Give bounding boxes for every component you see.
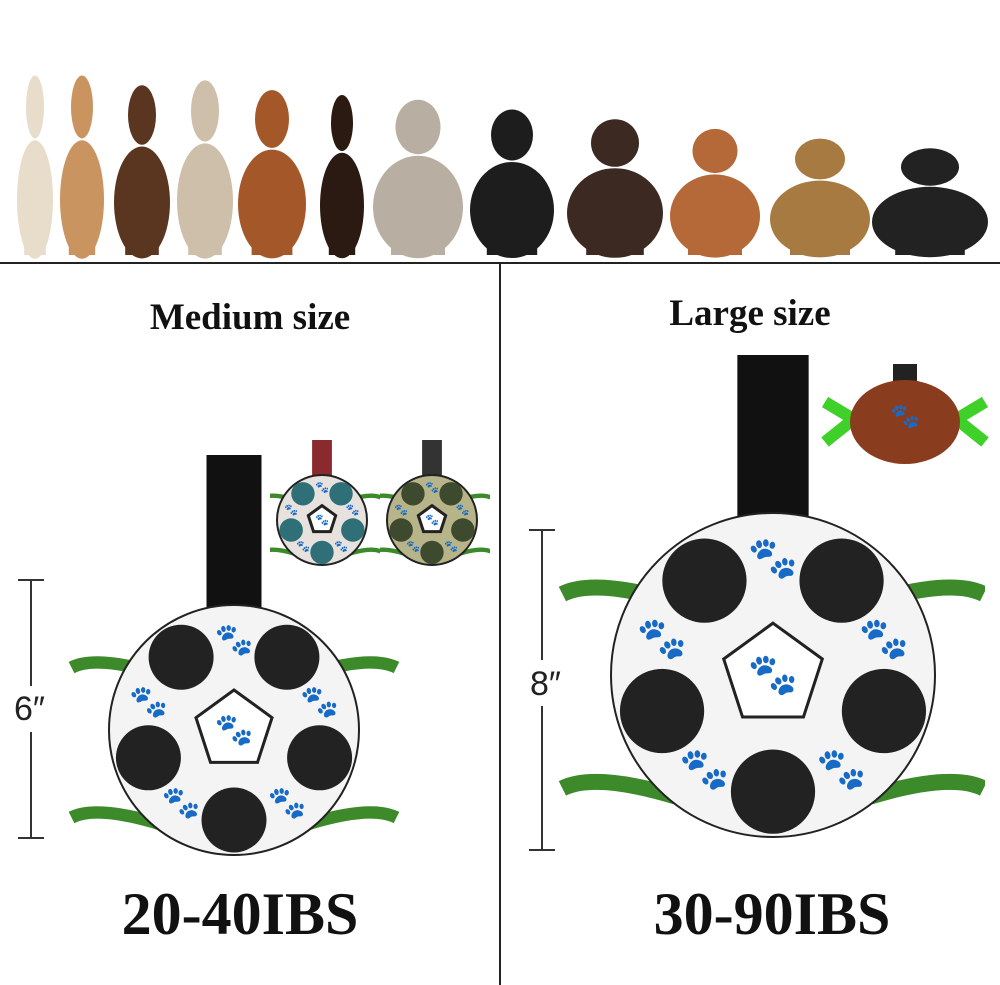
tab <box>867 773 985 805</box>
dog-8 <box>470 109 554 258</box>
dog-12 <box>872 148 988 258</box>
panel <box>451 518 475 542</box>
panel <box>279 518 303 542</box>
dog-5 <box>238 90 306 259</box>
panel <box>310 540 334 565</box>
paw-icon: 🐾 <box>394 504 408 517</box>
panel <box>730 749 816 834</box>
paw-icon: 🐾 <box>346 504 360 517</box>
medium-dimension-label: 6″ <box>14 690 45 728</box>
paw-icon: 🐾 <box>456 504 470 517</box>
large-weight-range: 30-90IBS <box>653 881 891 947</box>
panel <box>341 518 365 542</box>
dog-10 <box>670 128 760 258</box>
paw-icon: 🐾 <box>267 785 306 820</box>
panel <box>439 482 463 506</box>
paw-icon: 🐾 <box>748 535 798 580</box>
panel <box>619 668 705 754</box>
paw-icon: 🐾 <box>406 540 420 553</box>
dog-11 <box>770 138 870 258</box>
paw-icon: 🐾 <box>637 616 687 661</box>
paw-icon: 🐾 <box>315 481 329 494</box>
tab <box>558 773 679 805</box>
panel <box>287 725 353 791</box>
panel <box>662 538 747 623</box>
panel <box>841 668 927 754</box>
panel <box>291 482 315 506</box>
large-dimension-label: 8″ <box>530 665 561 703</box>
large-height-ruler <box>527 529 557 851</box>
panel <box>254 624 320 690</box>
large-soccer-ball-image: 🐾 🐾 🐾 🐾 🐾 🐾 <box>558 355 985 838</box>
panel <box>329 482 353 506</box>
football-toy-image: 🐾 <box>821 364 989 464</box>
paw-icon: 🐾 <box>444 540 458 553</box>
panel <box>389 518 413 542</box>
dog-lineup-image <box>17 75 988 259</box>
medium-soccer-ball-image: 🐾 🐾 🐾 🐾 🐾 🐾 <box>68 455 400 856</box>
dog-9 <box>567 119 663 258</box>
paw-icon: 🐾 <box>679 746 729 791</box>
paw-icon: 🐾 <box>334 540 348 553</box>
panel <box>721 621 825 719</box>
dog-7 <box>373 99 463 259</box>
paw-icon: 🐾 <box>215 622 254 657</box>
dog-1 <box>17 75 53 259</box>
paw-icon: 🐾 <box>129 684 168 719</box>
paw-icon: 🐾 <box>296 540 310 553</box>
panel <box>401 482 425 506</box>
panel <box>115 725 181 791</box>
teal-variant-ball-image: 🐾 🐾 🐾 🐾 🐾 🐾 <box>270 440 380 566</box>
panel <box>194 688 274 764</box>
football <box>850 380 960 464</box>
paw-icon: 🐾 <box>284 504 298 517</box>
large-size-heading: Large size <box>669 293 831 334</box>
paw-icon: 🐾 <box>162 785 201 820</box>
paw-icon: 🐾 <box>748 652 798 697</box>
vertical-divider <box>499 263 501 985</box>
medium-weight-range: 20-40IBS <box>121 881 359 947</box>
panel <box>799 538 884 623</box>
panel <box>416 503 448 534</box>
camo-variant-ball-image: 🐾 🐾 🐾 🐾 🐾 🐾 <box>380 440 490 566</box>
panel <box>148 624 214 690</box>
paw-icon: 🐾 <box>215 712 254 747</box>
dog-2 <box>60 75 104 259</box>
paw-icon: 🐾 <box>425 481 439 494</box>
paw-icon: 🐾 <box>300 684 339 719</box>
medium-size-heading: Medium size <box>149 297 351 338</box>
medium-height-ruler <box>16 579 46 839</box>
dog-3 <box>114 85 170 259</box>
dog-6 <box>320 94 364 259</box>
paw-icon: 🐾 <box>425 514 439 527</box>
panel <box>420 540 444 565</box>
paw-icon: 🐾 <box>890 404 920 430</box>
dog-4 <box>177 80 233 259</box>
panel <box>201 787 267 853</box>
panel <box>306 503 338 534</box>
paw-icon: 🐾 <box>315 514 329 527</box>
paw-icon: 🐾 <box>859 616 909 661</box>
paw-icon: 🐾 <box>816 746 866 791</box>
